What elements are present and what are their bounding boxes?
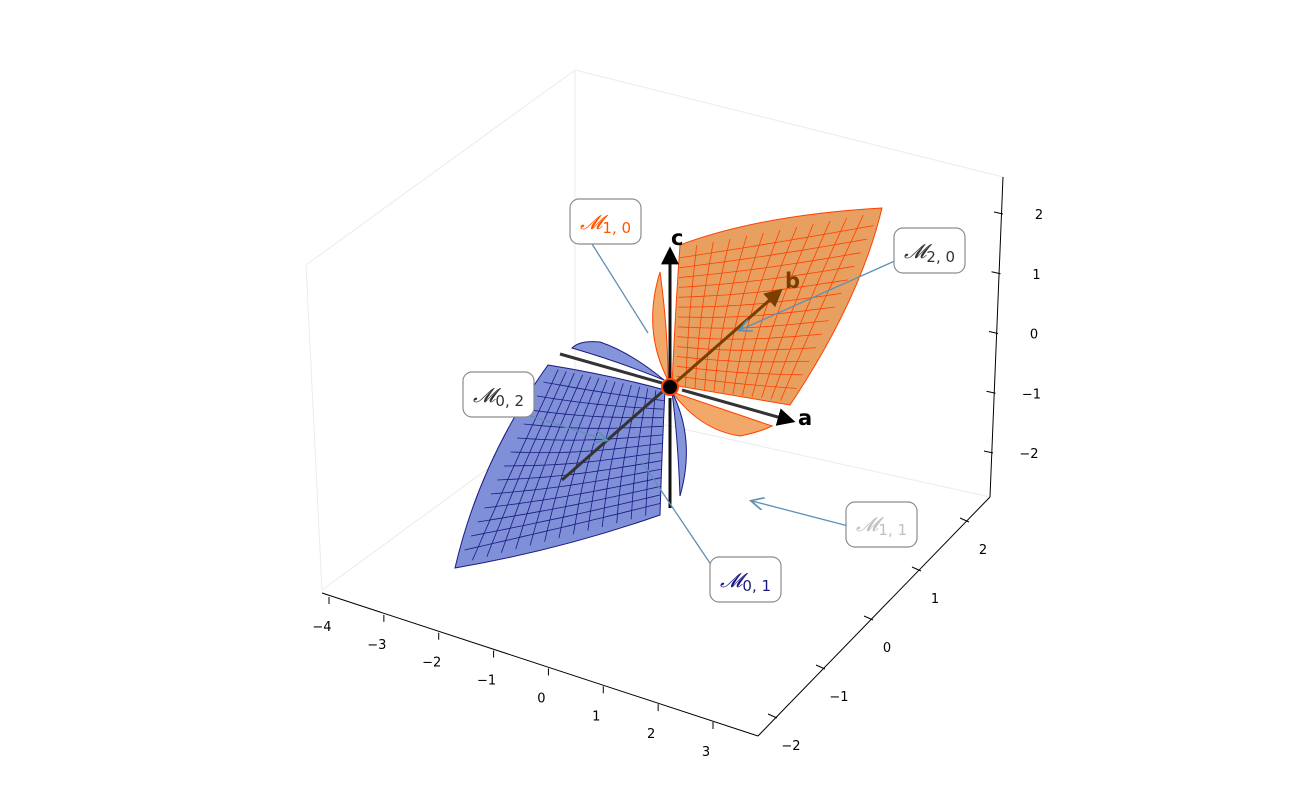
surface-orange [652,207,883,437]
blue-surface-mesh-line [630,388,649,520]
axis-label-c: c [671,226,683,250]
y-axis-tick [911,566,922,572]
y-axis-tick-label: −2 [781,739,800,754]
z-axis-tick-label: 2 [1035,208,1043,223]
z-axis-tick [983,450,994,454]
y-axis-tick [959,517,970,523]
y-axis-tick [767,713,778,719]
y-axis: −2 −1 0 1 2 [757,496,991,754]
blue-surface-mesh-line [486,371,567,557]
blue-surface-mesh-line [529,376,592,546]
callout-m10-subscript: 1, 0 [602,219,631,237]
arrow-m20 [740,255,907,330]
arrow-m01 [641,461,723,582]
callout-m01-subscript: 0, 1 [742,577,771,595]
callout-m11: 𝓜1, 1 [845,501,918,548]
callout-m01: 𝓜0, 1 [709,556,782,603]
blue-surface-mesh-line [645,390,657,516]
callout-m02: 𝓜0, 2 [462,371,535,418]
blue-upper-petal [571,341,665,381]
axis-line-b-positive [675,288,783,384]
x-axis-tick-label: −3 [367,638,386,653]
z-axis-tick-label: 1 [1032,268,1040,283]
axis-line-ab-negative [559,352,663,385]
svg-text:𝓜2, 0: 𝓜2, 0 [904,239,955,266]
callout-m20: 𝓜2, 0 [893,227,966,274]
orange-surface-mesh-line [780,214,864,401]
x-axis-tick-label: 1 [592,709,600,724]
orange-surface-mesh-line [770,217,848,400]
blue-surface-mesh-line [573,381,616,535]
y-axis-tick-label: 2 [979,543,987,558]
orange-surface-mesh-line [713,235,748,392]
blue-surface-mesh-line [616,386,640,524]
z-axis: −2 −1 0 1 2 [983,176,1043,498]
z-axis-tick [988,331,999,334]
x-axis-tick-label: 0 [537,691,545,706]
blue-surface-mesh-line [500,372,575,554]
z-axis-tick [986,390,996,394]
blue-surface-mesh-line [472,369,559,561]
blue-surface-mesh-line [601,384,632,527]
arrow-m11 [752,501,857,529]
axis-label-a: a [798,406,812,430]
orange-surface-mesh-line [742,226,798,396]
origin-point [661,378,679,396]
callout-m10: 𝓜1, 0 [569,198,642,245]
crystal-axes [559,246,796,508]
callout-m11-subscript: 1, 1 [878,521,907,539]
z-axis-tick [993,211,1004,215]
orange-lower-petal [670,391,774,437]
x-axis: −4 −3 −2 −1 0 1 2 3 [312,592,759,760]
arrow-m10 [581,227,649,334]
x-axis-tick-label: −2 [422,656,441,671]
x-axis-tick-label: −1 [477,674,496,689]
y-axis-tick-label: 0 [883,641,891,656]
blue-surface-mesh-line [515,374,583,550]
x-axis-tick-label: −4 [312,620,331,635]
axis-line-b-negative [561,390,663,482]
orange-surface-mesh-line [704,238,731,391]
orange-surface-mesh-line [761,220,831,399]
callout-m02-subscript: 0, 2 [495,392,524,410]
y-axis-tick [815,664,826,670]
blue-surface-mesh-line [558,379,608,539]
axis-label-b: b [785,269,800,293]
z-axis-tick-label: 0 [1030,328,1038,343]
y-axis-tick [863,615,874,621]
z-axis-tick-label: −1 [1022,387,1041,402]
orange-left-petal [652,271,669,381]
blue-right-petal [671,391,687,497]
y-axis-tick-label: 1 [931,592,939,607]
blue-surface-mesh-line [544,378,600,542]
x-axis-tick-label: 2 [647,727,655,742]
orange-surface-mesh-line [685,244,698,388]
y-axis-tick-label: −1 [829,690,848,705]
callout-m20-subscript: 2, 0 [926,248,955,266]
surface-blue [454,341,687,569]
orange-surface-mesh-line [723,232,764,393]
z-axis-tick-label: −2 [1019,447,1038,462]
z-axis-tick [991,271,1001,275]
x-axis-tick-label: 3 [702,745,710,760]
blue-surface-mesh-line [587,383,624,531]
axis-line-a-positive [681,388,796,426]
